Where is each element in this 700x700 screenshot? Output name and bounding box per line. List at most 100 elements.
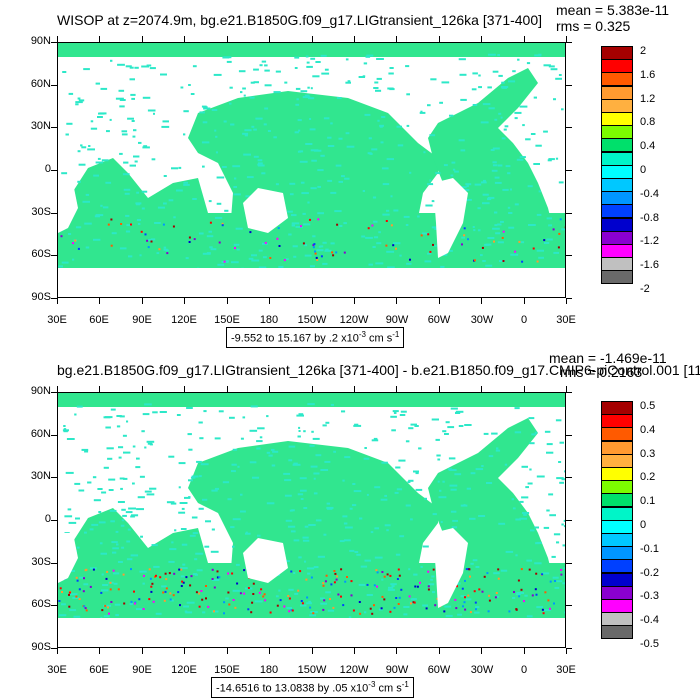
field-cell [138,598,141,601]
field-cell [473,590,476,593]
field-cell [523,513,527,516]
field-cell [139,254,142,257]
field-cell [499,260,505,262]
field-cell [391,585,395,588]
field-cell [396,578,399,580]
field-cell [327,145,335,147]
field-cell [561,523,564,526]
field-cell [100,204,103,207]
field-cell [288,610,291,613]
field-cell [461,186,467,189]
field-cell [330,191,337,194]
field-cell [133,155,140,158]
field-cell [287,525,296,528]
axis-tick [226,648,228,654]
field-cell [236,248,240,251]
field-cell [101,589,109,592]
field-cell [118,561,123,563]
field-cell [352,483,356,485]
field-cell [236,582,239,585]
field-cell [511,498,514,501]
field-cell [478,588,481,591]
field-cell [514,203,519,206]
field-cell [421,232,429,235]
field-cell [64,515,73,518]
field-cell [108,489,114,491]
field-cell [306,567,315,570]
field-cell [486,572,489,575]
field-cell [185,576,188,579]
field-cell [283,259,286,262]
field-cell [300,604,307,607]
field-cell [534,562,542,565]
axis-tick [438,386,440,392]
axis-tick [311,298,313,304]
field-cell [243,569,246,572]
field-cell [346,145,355,148]
lat-label: 60S [31,248,51,260]
field-cell [253,68,259,71]
field-cell [221,224,224,227]
field-cell [392,242,401,245]
field-cell [376,242,382,245]
field-cell [168,572,171,575]
field-cell [497,577,500,580]
field-cell [535,593,538,596]
map-panel-top: WISOP at z=2074.9m, bg.e21.B1850G.f09_g1… [31,2,669,348]
field-cell [370,531,374,534]
field-cell [110,601,113,603]
field-cell [226,60,232,63]
field-cell [383,575,386,578]
field-cell [465,598,472,601]
legend-swatch [601,467,633,481]
field-cell [439,489,442,492]
field-cell [202,498,208,501]
field-cell [299,570,302,573]
field-cell [497,241,504,244]
field-cell [527,185,533,188]
field-cell [232,165,241,168]
field-cell [133,602,136,605]
axis-tick [438,36,440,42]
field-cell [209,246,213,249]
axis-tick [566,477,572,479]
field-cell [212,579,220,581]
field-cell [283,560,290,563]
field-cell [294,592,299,595]
field-cell [563,519,565,522]
field-cell [264,64,268,67]
field-cell [497,54,500,56]
field-cell [125,230,131,233]
field-cell [294,131,299,134]
field-cell [291,222,300,225]
lon-label: 120E [171,664,197,676]
field-cell [290,530,296,533]
field-cell [352,504,357,507]
field-cell [464,579,466,582]
field-cell [303,507,308,509]
field-cell [427,252,432,255]
field-cell [135,466,141,469]
field-cell [203,410,207,413]
field-cell [450,488,457,491]
field-cell [121,519,125,522]
axis-tick [566,127,572,129]
legend-swatch [601,178,633,192]
field-cell [218,410,224,413]
field-cell [371,224,374,227]
lon-label: 120W [339,664,369,676]
field-cell [179,502,188,504]
field-cell [409,258,411,261]
field-cell [397,144,404,147]
field-cell [130,600,133,603]
range-exponent: -3 [368,680,376,689]
axis-tick [269,386,271,392]
field-cell [502,188,509,191]
field-cell [309,218,311,221]
field-cell [502,260,505,262]
field-cell [497,164,503,167]
field-cell [323,117,330,120]
field-cell [277,227,280,230]
field-cell [75,226,82,229]
field-cell [420,565,423,568]
